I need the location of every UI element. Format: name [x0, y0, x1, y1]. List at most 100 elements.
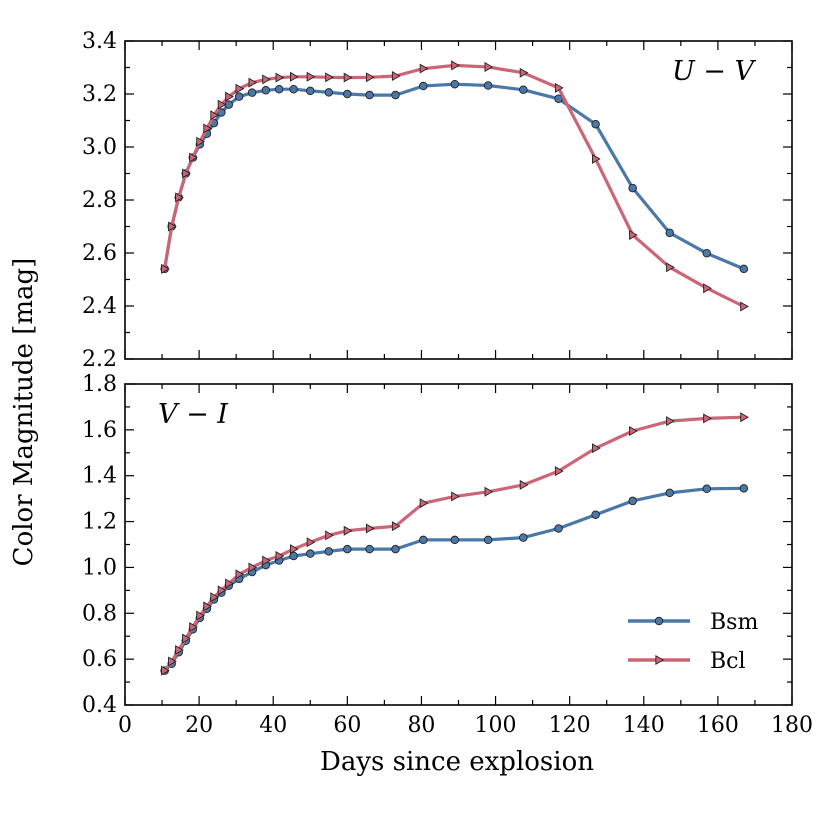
data-point [210, 592, 220, 603]
y-tick-label: 2.8 [82, 188, 117, 213]
data-point [343, 89, 352, 99]
data-point [182, 633, 191, 644]
data-point [248, 562, 258, 573]
data-point [225, 578, 234, 589]
data-point [168, 656, 177, 667]
x-axis-title: Days since explosion [320, 747, 594, 777]
data-point [451, 60, 460, 71]
series-bcl [161, 412, 749, 676]
y-tick-label: 3.2 [82, 82, 117, 107]
x-tick-label: 80 [407, 713, 435, 738]
data-point [196, 136, 205, 147]
data-point [234, 92, 244, 101]
legend-marker [654, 616, 664, 626]
data-point [161, 263, 170, 274]
data-point [591, 119, 600, 129]
x-tick-label: 160 [697, 713, 739, 738]
data-point [262, 74, 271, 85]
data-point [235, 83, 245, 94]
data-point [343, 525, 353, 536]
data-point [450, 79, 460, 89]
data-point [519, 85, 528, 95]
data-point [666, 416, 675, 427]
y-tick-label: 1.6 [82, 418, 117, 443]
data-point [325, 72, 334, 83]
data-point [483, 535, 493, 545]
data-point [343, 544, 352, 554]
series-line-bsm [163, 486, 744, 672]
data-point [343, 72, 353, 83]
data-point [306, 71, 316, 82]
data-point [739, 484, 749, 493]
data-point [702, 484, 712, 494]
data-point [289, 551, 298, 561]
y-tick-label: 0.8 [82, 601, 117, 626]
data-point [484, 61, 494, 72]
data-point [248, 77, 258, 88]
data-point [703, 283, 712, 294]
y-tick-label: 2.2 [82, 347, 117, 372]
data-point [592, 443, 601, 454]
data-point [519, 533, 528, 542]
y-tick-label: 2.4 [82, 294, 117, 319]
data-point [217, 585, 227, 596]
data-point [391, 544, 400, 554]
data-point [203, 601, 212, 612]
data-point [247, 88, 257, 97]
data-point [628, 496, 637, 506]
data-point [210, 110, 220, 121]
data-point [554, 94, 563, 104]
series-line-bcl [163, 63, 745, 308]
data-point [739, 264, 749, 274]
data-point [519, 67, 529, 78]
y-tick-label: 0.4 [82, 693, 117, 718]
data-point [168, 221, 177, 232]
data-point [262, 555, 271, 566]
data-point [203, 123, 212, 134]
data-point [740, 301, 749, 312]
data-point [628, 183, 637, 193]
y-tick-label: 1.8 [82, 372, 117, 397]
x-tick-label: 140 [623, 713, 665, 738]
legend-label: Bcl [710, 649, 746, 674]
data-point [666, 262, 675, 273]
data-point [217, 99, 227, 110]
data-point [484, 486, 494, 497]
series-line-bsm [163, 82, 745, 271]
legend: Bsm Bcl [628, 610, 758, 674]
data-point [391, 71, 401, 81]
y-axis-title: Color Magnitude [mag] [9, 258, 39, 567]
data-point [391, 90, 400, 100]
data-point [189, 622, 198, 633]
data-point [175, 192, 184, 203]
y-tick-label: 3.4 [82, 29, 117, 54]
data-point [702, 249, 712, 258]
data-point [554, 524, 563, 533]
data-point [451, 491, 460, 502]
data-point [306, 549, 315, 558]
data-point [665, 488, 674, 498]
data-point [275, 72, 285, 83]
data-point [324, 88, 334, 97]
data-point [629, 426, 638, 436]
data-point [306, 537, 316, 548]
y-tick-label: 1.4 [82, 464, 117, 489]
data-point [235, 569, 245, 580]
data-point [591, 510, 600, 519]
data-point [275, 550, 285, 561]
y-tick-label: 1.2 [82, 510, 117, 535]
data-point [391, 521, 401, 532]
data-point [325, 530, 334, 541]
data-point [629, 230, 638, 240]
x-tick-label: 100 [475, 713, 517, 738]
panel-v-i: 0.4 0.6 0.8 1.0 1.2 1.4 1.6 1.8 0 20 40 60 80 100 120 1… [82, 372, 813, 738]
data-point [365, 544, 374, 554]
plot-frame [124, 383, 793, 706]
data-point [703, 413, 712, 424]
data-point [289, 84, 298, 94]
data-point [365, 523, 375, 534]
data-point [365, 72, 375, 83]
y-tick-label: 0.6 [82, 647, 117, 672]
legend-entry-bcl: Bcl [628, 649, 746, 674]
